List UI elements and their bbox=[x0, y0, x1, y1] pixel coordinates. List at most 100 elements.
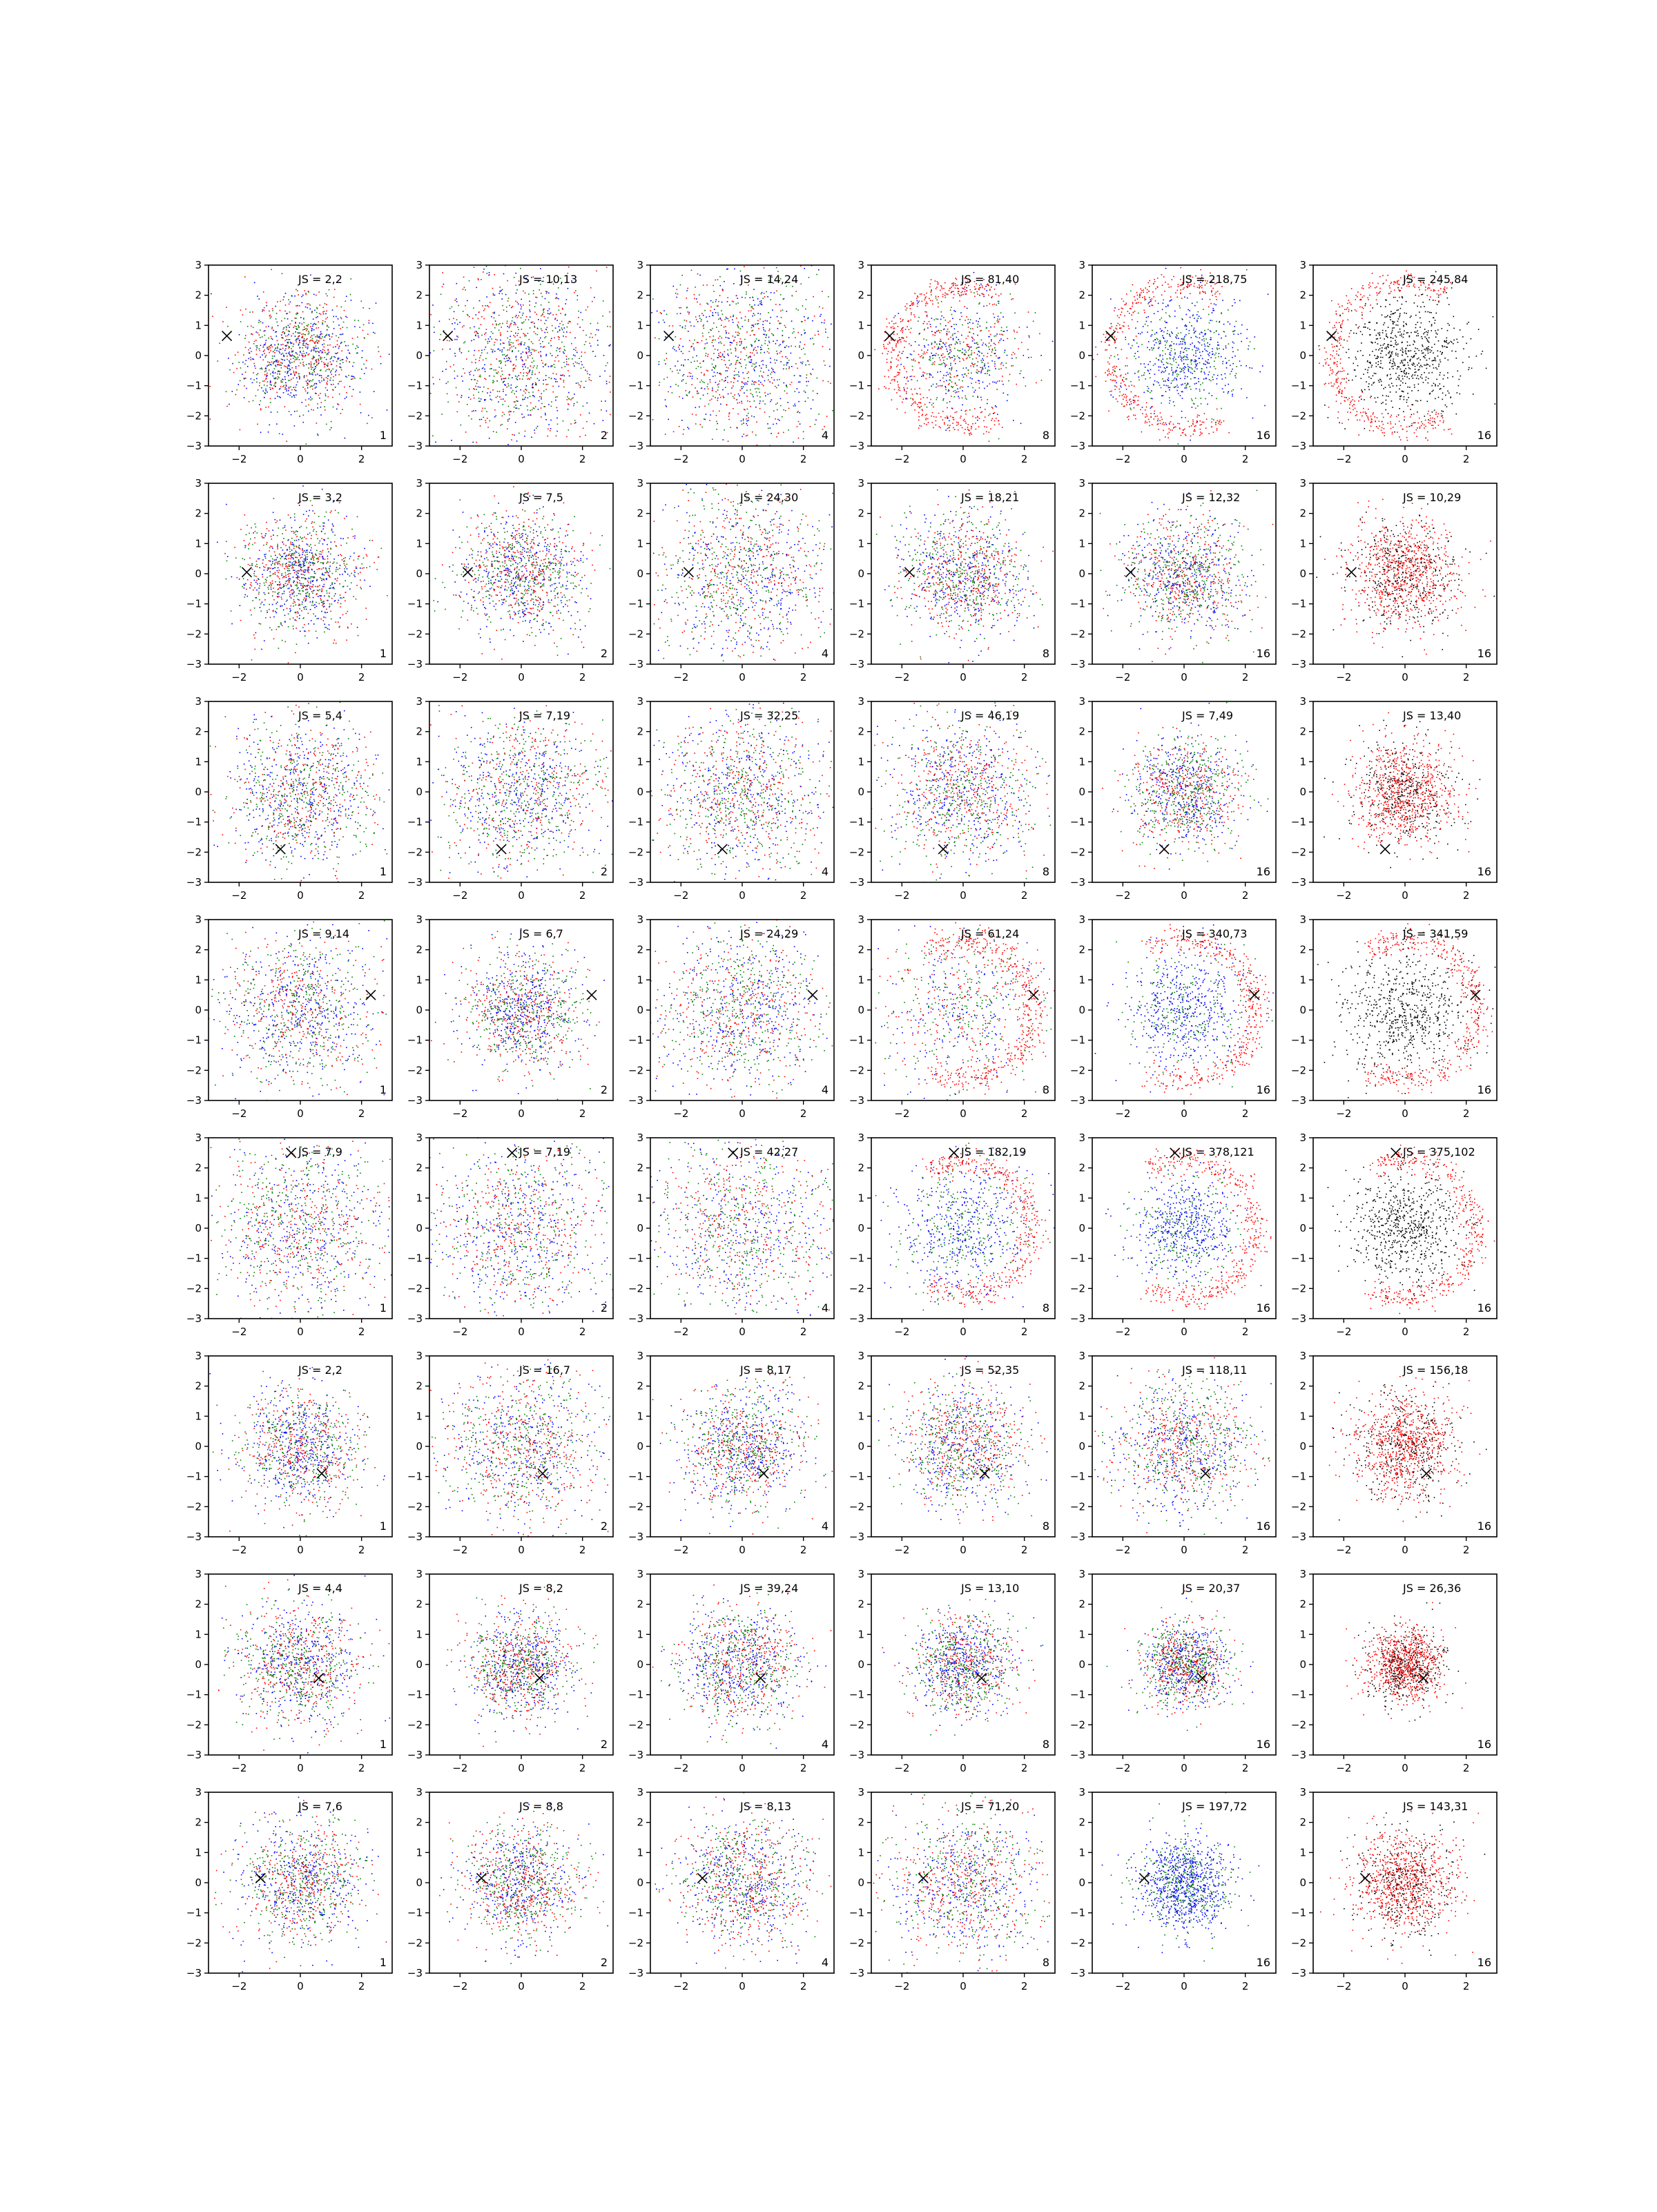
scatter-point bbox=[270, 373, 271, 375]
scatter-point bbox=[981, 340, 982, 341]
scatter-point bbox=[295, 318, 296, 319]
scatter-point bbox=[956, 422, 958, 423]
scatter-point bbox=[508, 406, 510, 407]
scatter-point bbox=[1117, 401, 1118, 402]
scatter-point bbox=[498, 367, 500, 368]
scatter-point bbox=[1203, 389, 1205, 391]
scatter-point bbox=[265, 342, 267, 344]
scatter-point bbox=[324, 303, 326, 304]
scatter-point bbox=[584, 344, 585, 345]
scatter-point bbox=[1202, 358, 1203, 360]
scatter-point bbox=[536, 427, 537, 429]
scatter-point bbox=[329, 352, 330, 353]
scatter-point bbox=[923, 323, 924, 324]
scatter-point bbox=[430, 314, 432, 316]
scatter-point bbox=[719, 456, 721, 458]
scatter-point bbox=[478, 337, 480, 338]
scatter-point bbox=[784, 382, 785, 384]
scatter-point bbox=[988, 415, 989, 416]
scatter-point bbox=[847, 333, 849, 335]
scatter-point bbox=[1152, 424, 1153, 425]
scatter-point bbox=[295, 357, 297, 358]
scatter-point bbox=[1121, 298, 1123, 300]
scatter-point bbox=[342, 409, 343, 410]
scatter-point bbox=[285, 293, 287, 294]
scatter-point bbox=[1185, 434, 1186, 436]
scatter-point bbox=[606, 383, 608, 385]
scatter-point bbox=[835, 372, 837, 373]
scatter-point bbox=[309, 373, 311, 375]
scatter-point bbox=[788, 362, 789, 364]
scatter-point bbox=[262, 354, 263, 356]
scatter-point bbox=[1031, 357, 1032, 358]
scatter-point bbox=[991, 339, 992, 340]
scatter-point bbox=[745, 367, 746, 369]
scatter-point bbox=[287, 359, 288, 360]
scatter-point bbox=[1200, 429, 1201, 430]
scatter-point bbox=[1134, 401, 1136, 402]
scatter-point bbox=[1183, 287, 1185, 289]
scatter-point bbox=[977, 327, 978, 328]
scatter-point bbox=[783, 409, 784, 411]
scatter-point bbox=[884, 386, 885, 387]
scatter-point bbox=[1016, 331, 1018, 333]
scatter-point bbox=[796, 259, 797, 260]
scatter-point bbox=[299, 378, 300, 380]
scatter-point bbox=[936, 298, 937, 299]
scatter-point bbox=[562, 329, 563, 331]
scatter-point bbox=[269, 387, 271, 389]
scatter-point bbox=[715, 391, 717, 393]
scatter-point bbox=[537, 378, 539, 380]
scatter-point bbox=[526, 385, 527, 387]
scatter-point bbox=[959, 300, 960, 302]
scatter-point bbox=[626, 290, 628, 291]
scatter-point bbox=[735, 378, 736, 379]
scatter-point bbox=[326, 382, 327, 384]
scatter-point bbox=[276, 423, 278, 425]
axes-frame bbox=[429, 265, 613, 446]
scatter-point bbox=[1147, 303, 1149, 304]
scatter-point bbox=[530, 402, 532, 404]
scatter-point bbox=[304, 377, 305, 378]
scatter-point bbox=[545, 413, 546, 414]
scatter-point bbox=[795, 337, 796, 338]
scatter-point bbox=[311, 340, 313, 341]
scatter-point bbox=[311, 336, 313, 337]
scatter-point bbox=[461, 397, 462, 398]
scatter-point bbox=[1122, 308, 1123, 309]
scatter-point bbox=[749, 362, 750, 363]
scatter-point bbox=[255, 340, 257, 341]
scatter-point bbox=[1041, 380, 1043, 381]
scatter-point bbox=[1011, 299, 1012, 300]
scatter-point bbox=[318, 291, 320, 293]
scatter-point bbox=[535, 385, 536, 386]
scatter-point bbox=[688, 392, 690, 394]
scatter-point bbox=[583, 387, 585, 388]
scatter-point bbox=[512, 347, 513, 348]
scatter-point bbox=[499, 396, 501, 398]
scatter-point bbox=[938, 284, 939, 285]
scatter-point bbox=[683, 365, 684, 366]
scatter-point bbox=[680, 313, 681, 314]
scatter-point bbox=[707, 386, 708, 387]
scatter-point bbox=[994, 289, 996, 290]
scatter-point bbox=[1152, 305, 1154, 307]
scatter-point bbox=[751, 259, 753, 260]
scatter-point bbox=[509, 343, 510, 345]
scatter-point bbox=[554, 364, 555, 365]
scatter-point bbox=[933, 427, 934, 429]
scatter-point bbox=[599, 472, 601, 473]
scatter-point bbox=[331, 421, 332, 423]
scatter-point bbox=[320, 369, 322, 371]
scatter-point bbox=[831, 501, 833, 502]
scatter-point bbox=[312, 386, 313, 387]
scatter-point bbox=[1194, 286, 1195, 287]
scatter-point bbox=[577, 324, 579, 325]
scatter-point bbox=[948, 338, 949, 340]
scatter-point bbox=[721, 359, 723, 360]
scatter-point bbox=[753, 350, 755, 351]
scatter-point bbox=[1213, 419, 1214, 420]
scatter-point bbox=[940, 347, 942, 349]
scatter-point bbox=[736, 345, 737, 346]
scatter-point bbox=[1205, 360, 1207, 362]
